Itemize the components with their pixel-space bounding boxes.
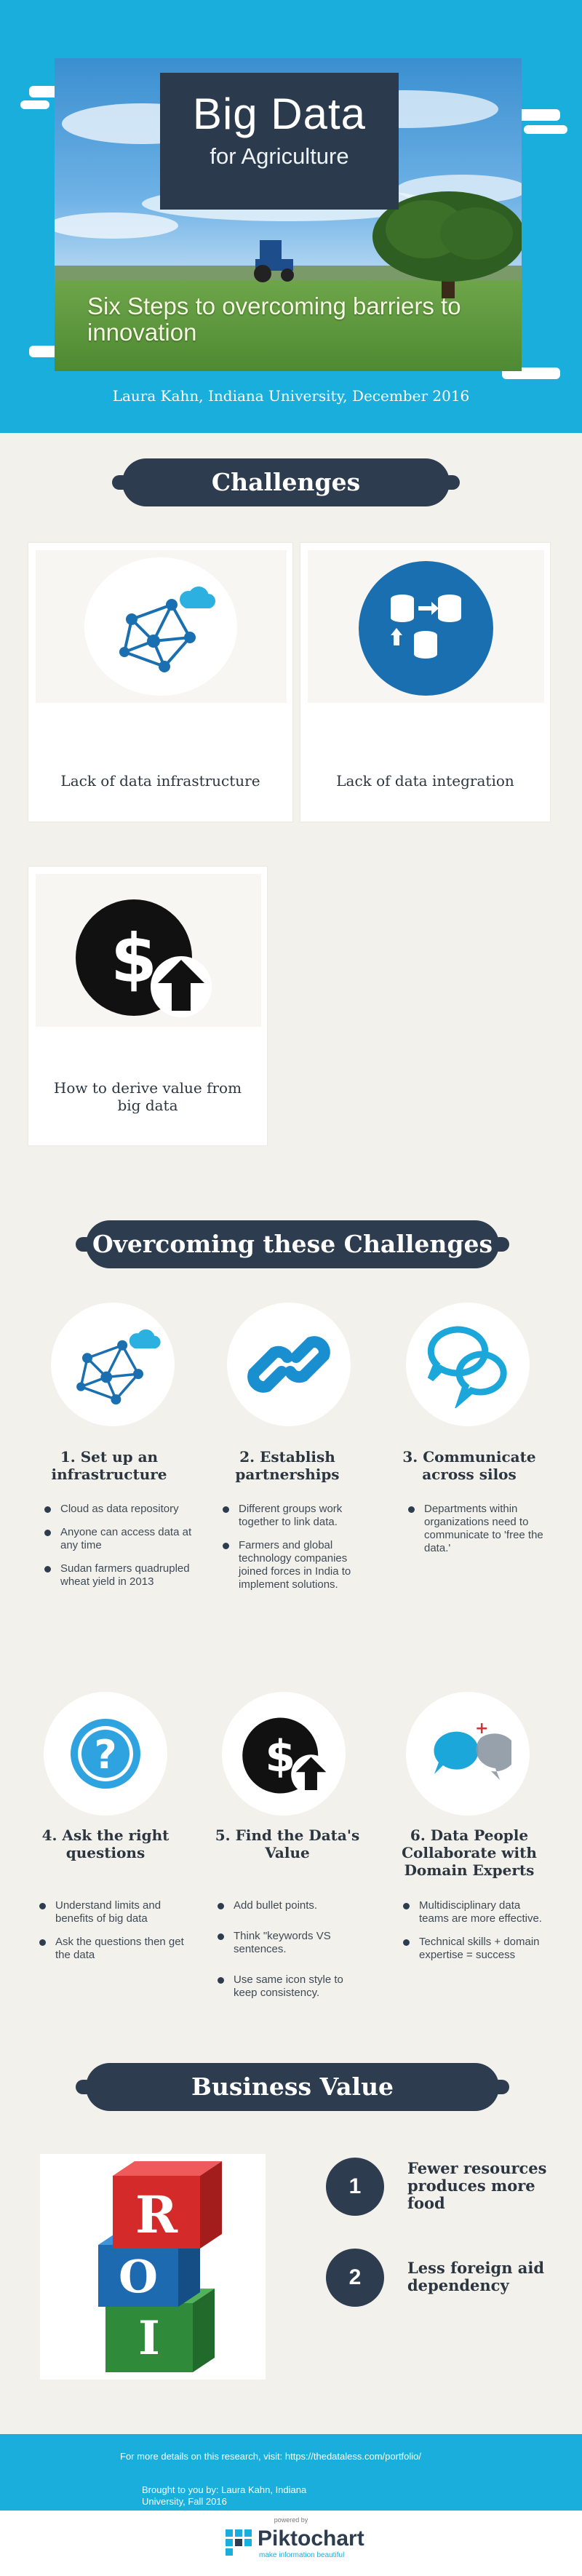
challenge-label: How to derive value from big data xyxy=(53,1079,242,1114)
step-bullets: Add bullet points. Think "keywords VS se… xyxy=(213,1899,370,2010)
cloud-decoration xyxy=(509,109,560,121)
value-text: Less foreign aid dependency xyxy=(407,2259,545,2294)
roi-cubes-image: I O R xyxy=(40,2154,266,2380)
challenge-card: $ How to derive value from big data xyxy=(28,866,268,1146)
list-item: Understand limits and benefits of big da… xyxy=(35,1899,188,1925)
footer-details-link[interactable]: For more details on this research, visit… xyxy=(120,2451,422,2462)
step-title: 6. Data People Collaborate with Domain E… xyxy=(402,1826,537,1879)
cloud-decoration xyxy=(20,100,49,109)
step-title: 4. Ask the right questions xyxy=(41,1826,170,1861)
list-item: Departments within organizations need to… xyxy=(404,1503,553,1555)
list-item: Add bullet points. xyxy=(213,1899,370,1912)
step-icon-circle: $ xyxy=(222,1692,346,1816)
subtitle: Six Steps to overcoming barriers to inno… xyxy=(87,293,461,346)
section-banner-overcoming: Overcoming these Challenges xyxy=(76,1220,509,1268)
step-icon-circle xyxy=(51,1303,175,1426)
step-bullets: Cloud as data repository Anyone can acce… xyxy=(40,1503,193,1599)
powered-by-label: powered by xyxy=(274,2516,308,2524)
challenge-label: Lack of data infrastructure xyxy=(60,772,260,790)
step-title: 2. Establish partnerships xyxy=(235,1448,340,1483)
piktochart-brand[interactable]: Piktochart xyxy=(258,2527,364,2551)
svg-text:?: ? xyxy=(94,1732,116,1778)
roi-letter: O xyxy=(119,2250,158,2303)
piktochart-tagline: make information beautiful xyxy=(259,2551,345,2559)
page-title-sub: for Agriculture xyxy=(210,143,349,169)
header-banner: Big Data for Agriculture Six Steps to ov… xyxy=(0,0,582,433)
step-icon-circle: ? xyxy=(44,1692,167,1816)
network-icon xyxy=(119,587,215,672)
section-title: Overcoming these Challenges xyxy=(92,1230,493,1258)
challenge-label: Lack of data integration xyxy=(336,772,514,790)
value-text: Fewer resources produces more food xyxy=(407,2159,547,2212)
dollar-upload-icon: $ xyxy=(242,1717,331,1794)
network-icon xyxy=(76,1329,161,1405)
roi-letter: I xyxy=(138,2311,160,2366)
step-icon-circle: + xyxy=(406,1692,530,1816)
footer-credit: Brought to you by: Laura Kahn, Indiana U… xyxy=(142,2484,307,2507)
section-title: Challenges xyxy=(211,468,361,496)
step-title: 3. Communicate across silos xyxy=(402,1448,536,1483)
dollar-upload-icon: $ xyxy=(76,899,212,1017)
svg-text:+: + xyxy=(475,1720,488,1738)
list-item: Farmers and global technology companies … xyxy=(218,1539,364,1591)
list-item: Multidisciplinary data teams are more ef… xyxy=(399,1899,548,1925)
section-title: Business Value xyxy=(191,2072,394,2101)
step-icon-circle xyxy=(406,1303,530,1426)
list-item: Ask the questions then get the data xyxy=(35,1936,188,1962)
page-title: Big Data xyxy=(192,90,367,138)
step-title: 5. Find the Data's Value xyxy=(215,1826,360,1861)
list-item: Technical skills + domain expertise = su… xyxy=(399,1936,548,1962)
tractor-image xyxy=(254,240,294,282)
cloud-decoration xyxy=(524,125,567,134)
challenge-card: Lack of data integration xyxy=(300,542,551,822)
piktochart-logo-icon[interactable] xyxy=(224,2528,253,2557)
database-transfer-icon xyxy=(391,595,461,659)
people-bubbles-icon: + xyxy=(434,1720,511,1780)
list-item: Different groups work together to link d… xyxy=(218,1503,364,1529)
value-number-badge: 1 xyxy=(326,2158,384,2216)
author-line: Laura Kahn, Indiana University, December… xyxy=(112,387,470,405)
challenge-card: Lack of data infrastructure xyxy=(28,542,293,822)
tree-image xyxy=(372,191,522,298)
title-box: Big Data for Agriculture xyxy=(160,73,399,210)
question-icon: ? xyxy=(71,1719,140,1789)
step-bullets: Multidisciplinary data teams are more ef… xyxy=(399,1899,548,1972)
section-banner-business-value: Business Value xyxy=(76,2063,509,2111)
step-bullets: Different groups work together to link d… xyxy=(218,1503,364,1602)
footer-brand-bar xyxy=(0,2511,582,2576)
chain-link-icon xyxy=(247,1336,330,1393)
section-banner-challenges: Challenges xyxy=(112,458,460,506)
list-item: Think "keywords VS sentences. xyxy=(213,1930,370,1956)
svg-text:$: $ xyxy=(111,920,157,998)
list-item: Cloud as data repository xyxy=(40,1503,193,1516)
step-bullets: Departments within organizations need to… xyxy=(404,1503,553,1565)
list-item: Use same icon style to keep consistency. xyxy=(213,1973,370,2000)
svg-text:$: $ xyxy=(265,1731,295,1782)
list-item: Sudan farmers quadrupled wheat yield in … xyxy=(40,1562,193,1589)
step-bullets: Understand limits and benefits of big da… xyxy=(35,1899,188,1972)
list-item: Anyone can access data at any time xyxy=(40,1526,193,1552)
chat-bubbles-icon xyxy=(427,1326,507,1408)
value-number-badge: 2 xyxy=(326,2249,384,2307)
step-title: 1. Set up an infrastructure xyxy=(51,1448,167,1483)
roi-letter: R xyxy=(135,2185,178,2245)
step-icon-circle xyxy=(227,1303,351,1426)
